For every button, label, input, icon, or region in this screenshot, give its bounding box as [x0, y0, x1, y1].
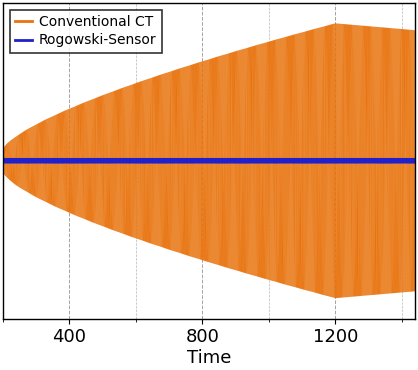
X-axis label: Time: Time	[187, 349, 231, 367]
Legend: Conventional CT, Rogowski-Sensor: Conventional CT, Rogowski-Sensor	[10, 10, 162, 53]
